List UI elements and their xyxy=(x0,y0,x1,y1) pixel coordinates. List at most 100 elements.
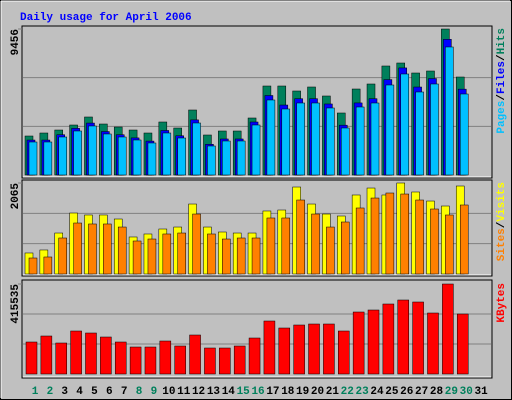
bar xyxy=(355,207,365,275)
bar xyxy=(132,240,142,275)
bar xyxy=(114,341,127,375)
bar xyxy=(397,299,409,375)
bar xyxy=(251,124,261,176)
x-tick-label: 12 xyxy=(192,386,205,398)
bar xyxy=(341,221,350,275)
legend-entry: Sites xyxy=(496,228,508,261)
x-tick-label: 1 xyxy=(32,386,39,398)
bar xyxy=(385,84,395,176)
x-tick-label: 10 xyxy=(162,386,175,398)
x-tick-label: 18 xyxy=(281,386,295,398)
bar xyxy=(400,193,409,275)
bar xyxy=(70,330,82,375)
x-tick-label: 2 xyxy=(47,386,54,398)
bar xyxy=(222,238,231,275)
bar xyxy=(385,192,395,275)
x-tick-label: 8 xyxy=(136,386,143,398)
x-tick-label: 11 xyxy=(177,386,191,398)
bar xyxy=(281,217,291,275)
bar xyxy=(103,223,112,275)
bar xyxy=(370,197,380,275)
bar xyxy=(144,346,157,375)
x-tick-label: 20 xyxy=(311,386,324,398)
bar xyxy=(147,142,157,176)
legend-separator: / xyxy=(496,94,508,101)
bar xyxy=(456,313,469,375)
y-tick-label: 9456 xyxy=(10,29,22,55)
bar xyxy=(88,125,97,176)
bar xyxy=(266,99,276,176)
bar xyxy=(248,337,261,375)
x-tick-label: 15 xyxy=(237,386,251,398)
x-tick-label: 4 xyxy=(76,386,83,398)
bar xyxy=(236,237,246,275)
bar xyxy=(85,332,97,375)
bar xyxy=(192,122,201,176)
x-tick-label: 6 xyxy=(106,386,113,398)
x-tick-label: 21 xyxy=(326,386,340,398)
bar xyxy=(415,91,424,176)
legend-entry: Files xyxy=(496,61,508,94)
bar xyxy=(415,199,424,275)
x-tick-label: 28 xyxy=(430,386,444,398)
bar xyxy=(311,213,320,275)
legend-entry: KBytes xyxy=(496,283,508,323)
bar xyxy=(43,256,53,275)
bar xyxy=(442,283,454,375)
legend-entry: Pages xyxy=(496,101,508,134)
x-tick-label: 31 xyxy=(474,386,488,398)
bar xyxy=(233,345,246,375)
x-tick-label: 9 xyxy=(151,386,158,398)
x-tick-label: 30 xyxy=(460,386,473,398)
bar xyxy=(263,320,276,375)
bar xyxy=(28,257,38,275)
bar xyxy=(382,303,395,375)
bar xyxy=(296,199,305,275)
x-tick-label: 16 xyxy=(251,386,264,398)
bar xyxy=(293,324,305,375)
x-tick-label: 23 xyxy=(356,386,370,398)
bar xyxy=(323,323,335,375)
bar xyxy=(236,140,246,176)
x-tick-label: 14 xyxy=(222,386,236,398)
bar xyxy=(341,127,350,176)
bar xyxy=(43,141,53,176)
legend-separator: / xyxy=(496,54,508,61)
y-tick-label: 415535 xyxy=(10,284,22,324)
x-tick-label: 13 xyxy=(207,386,221,398)
y-tick-label: 2065 xyxy=(10,183,22,210)
legend-entry: Visits xyxy=(496,182,508,222)
bar xyxy=(219,347,231,375)
bar xyxy=(207,145,216,176)
bar xyxy=(132,139,142,176)
bar xyxy=(251,237,261,275)
bar xyxy=(28,141,38,176)
bar xyxy=(355,106,365,176)
x-tick-label: 26 xyxy=(400,386,413,398)
bar xyxy=(55,342,67,375)
bar xyxy=(367,309,380,375)
x-tick-label: 3 xyxy=(61,386,68,398)
bar xyxy=(103,133,112,176)
legend: Sites/Visits xyxy=(496,182,508,261)
bar xyxy=(177,137,186,176)
legend: KBytes xyxy=(496,283,508,323)
bar xyxy=(445,214,454,275)
legend-separator: / xyxy=(496,221,508,228)
x-tick-label: 25 xyxy=(385,386,399,398)
bar xyxy=(88,223,97,275)
x-tick-label: 19 xyxy=(296,386,309,398)
bar xyxy=(266,217,276,275)
bar xyxy=(100,336,112,375)
bar xyxy=(326,226,335,275)
bar xyxy=(427,312,439,375)
bar xyxy=(58,136,67,176)
bar xyxy=(162,132,172,176)
bar xyxy=(430,83,439,176)
bar xyxy=(117,136,127,176)
legend: Pages/Files/Hits xyxy=(496,28,508,134)
bar xyxy=(459,204,469,275)
bar xyxy=(222,140,231,176)
x-tick-label: 29 xyxy=(445,386,458,398)
